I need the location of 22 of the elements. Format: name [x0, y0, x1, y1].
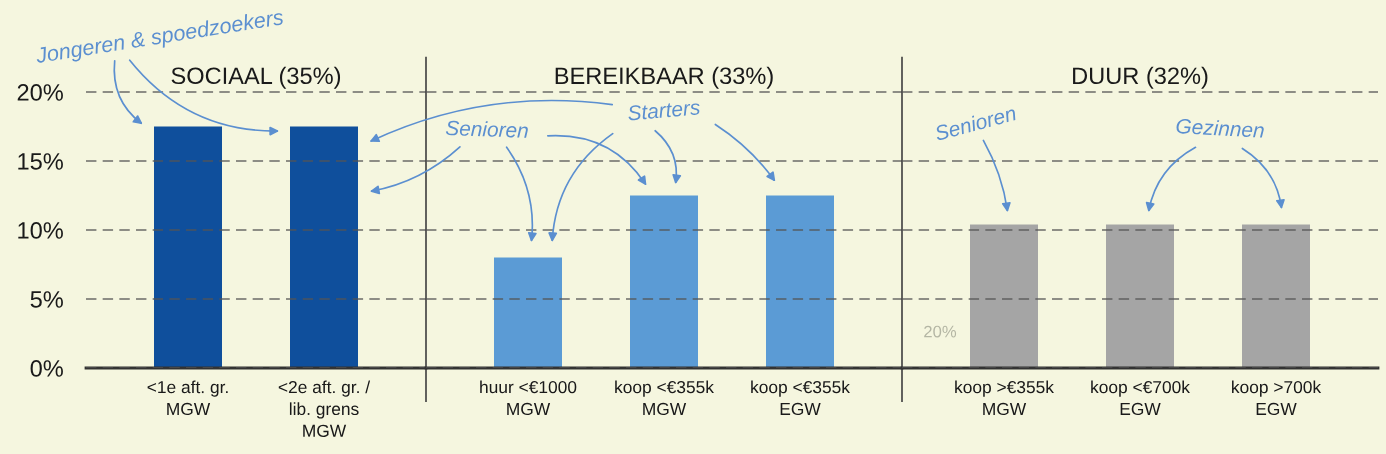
annotation: Senioren: [445, 119, 529, 139]
chart-title: DUUR (32%): [1073, 66, 1208, 89]
x-tick-label: koop >€355k MGW: [955, 380, 1054, 416]
x-tick-label: koop <€355k MGW: [615, 380, 714, 416]
y-tick-label: 15%: [18, 153, 63, 170]
x-tick-label: koop >700k EGW: [1232, 380, 1322, 416]
x-tick-label: koop <€355k EGW: [751, 380, 850, 416]
y-tick-label: 10%: [18, 222, 63, 239]
y-tick-label: 20%: [17, 84, 63, 101]
x-tick-label: <1e aft. gr. MGW: [147, 380, 228, 416]
annotation: Jongeren & spoedzoekers: [34, 8, 285, 68]
x-tick-label: huur <€1000 MGW: [480, 380, 577, 416]
x-tick-label: koop <€700k EGW: [1091, 380, 1190, 416]
annotation: Senioren: [933, 105, 1017, 142]
annotation: 20%: [924, 325, 957, 338]
chart-title: SOCIAAL (35%): [171, 66, 341, 89]
y-tick-label: 0%: [30, 360, 63, 377]
annotation: Gezinnen: [1176, 118, 1265, 138]
x-tick-label: <2e aft. gr. / lib. grens MGW: [278, 380, 371, 437]
chart-title: BEREIKBAAR (33%): [555, 66, 773, 89]
y-tick-label: 5%: [30, 291, 63, 308]
annotation: Starters: [627, 99, 701, 121]
